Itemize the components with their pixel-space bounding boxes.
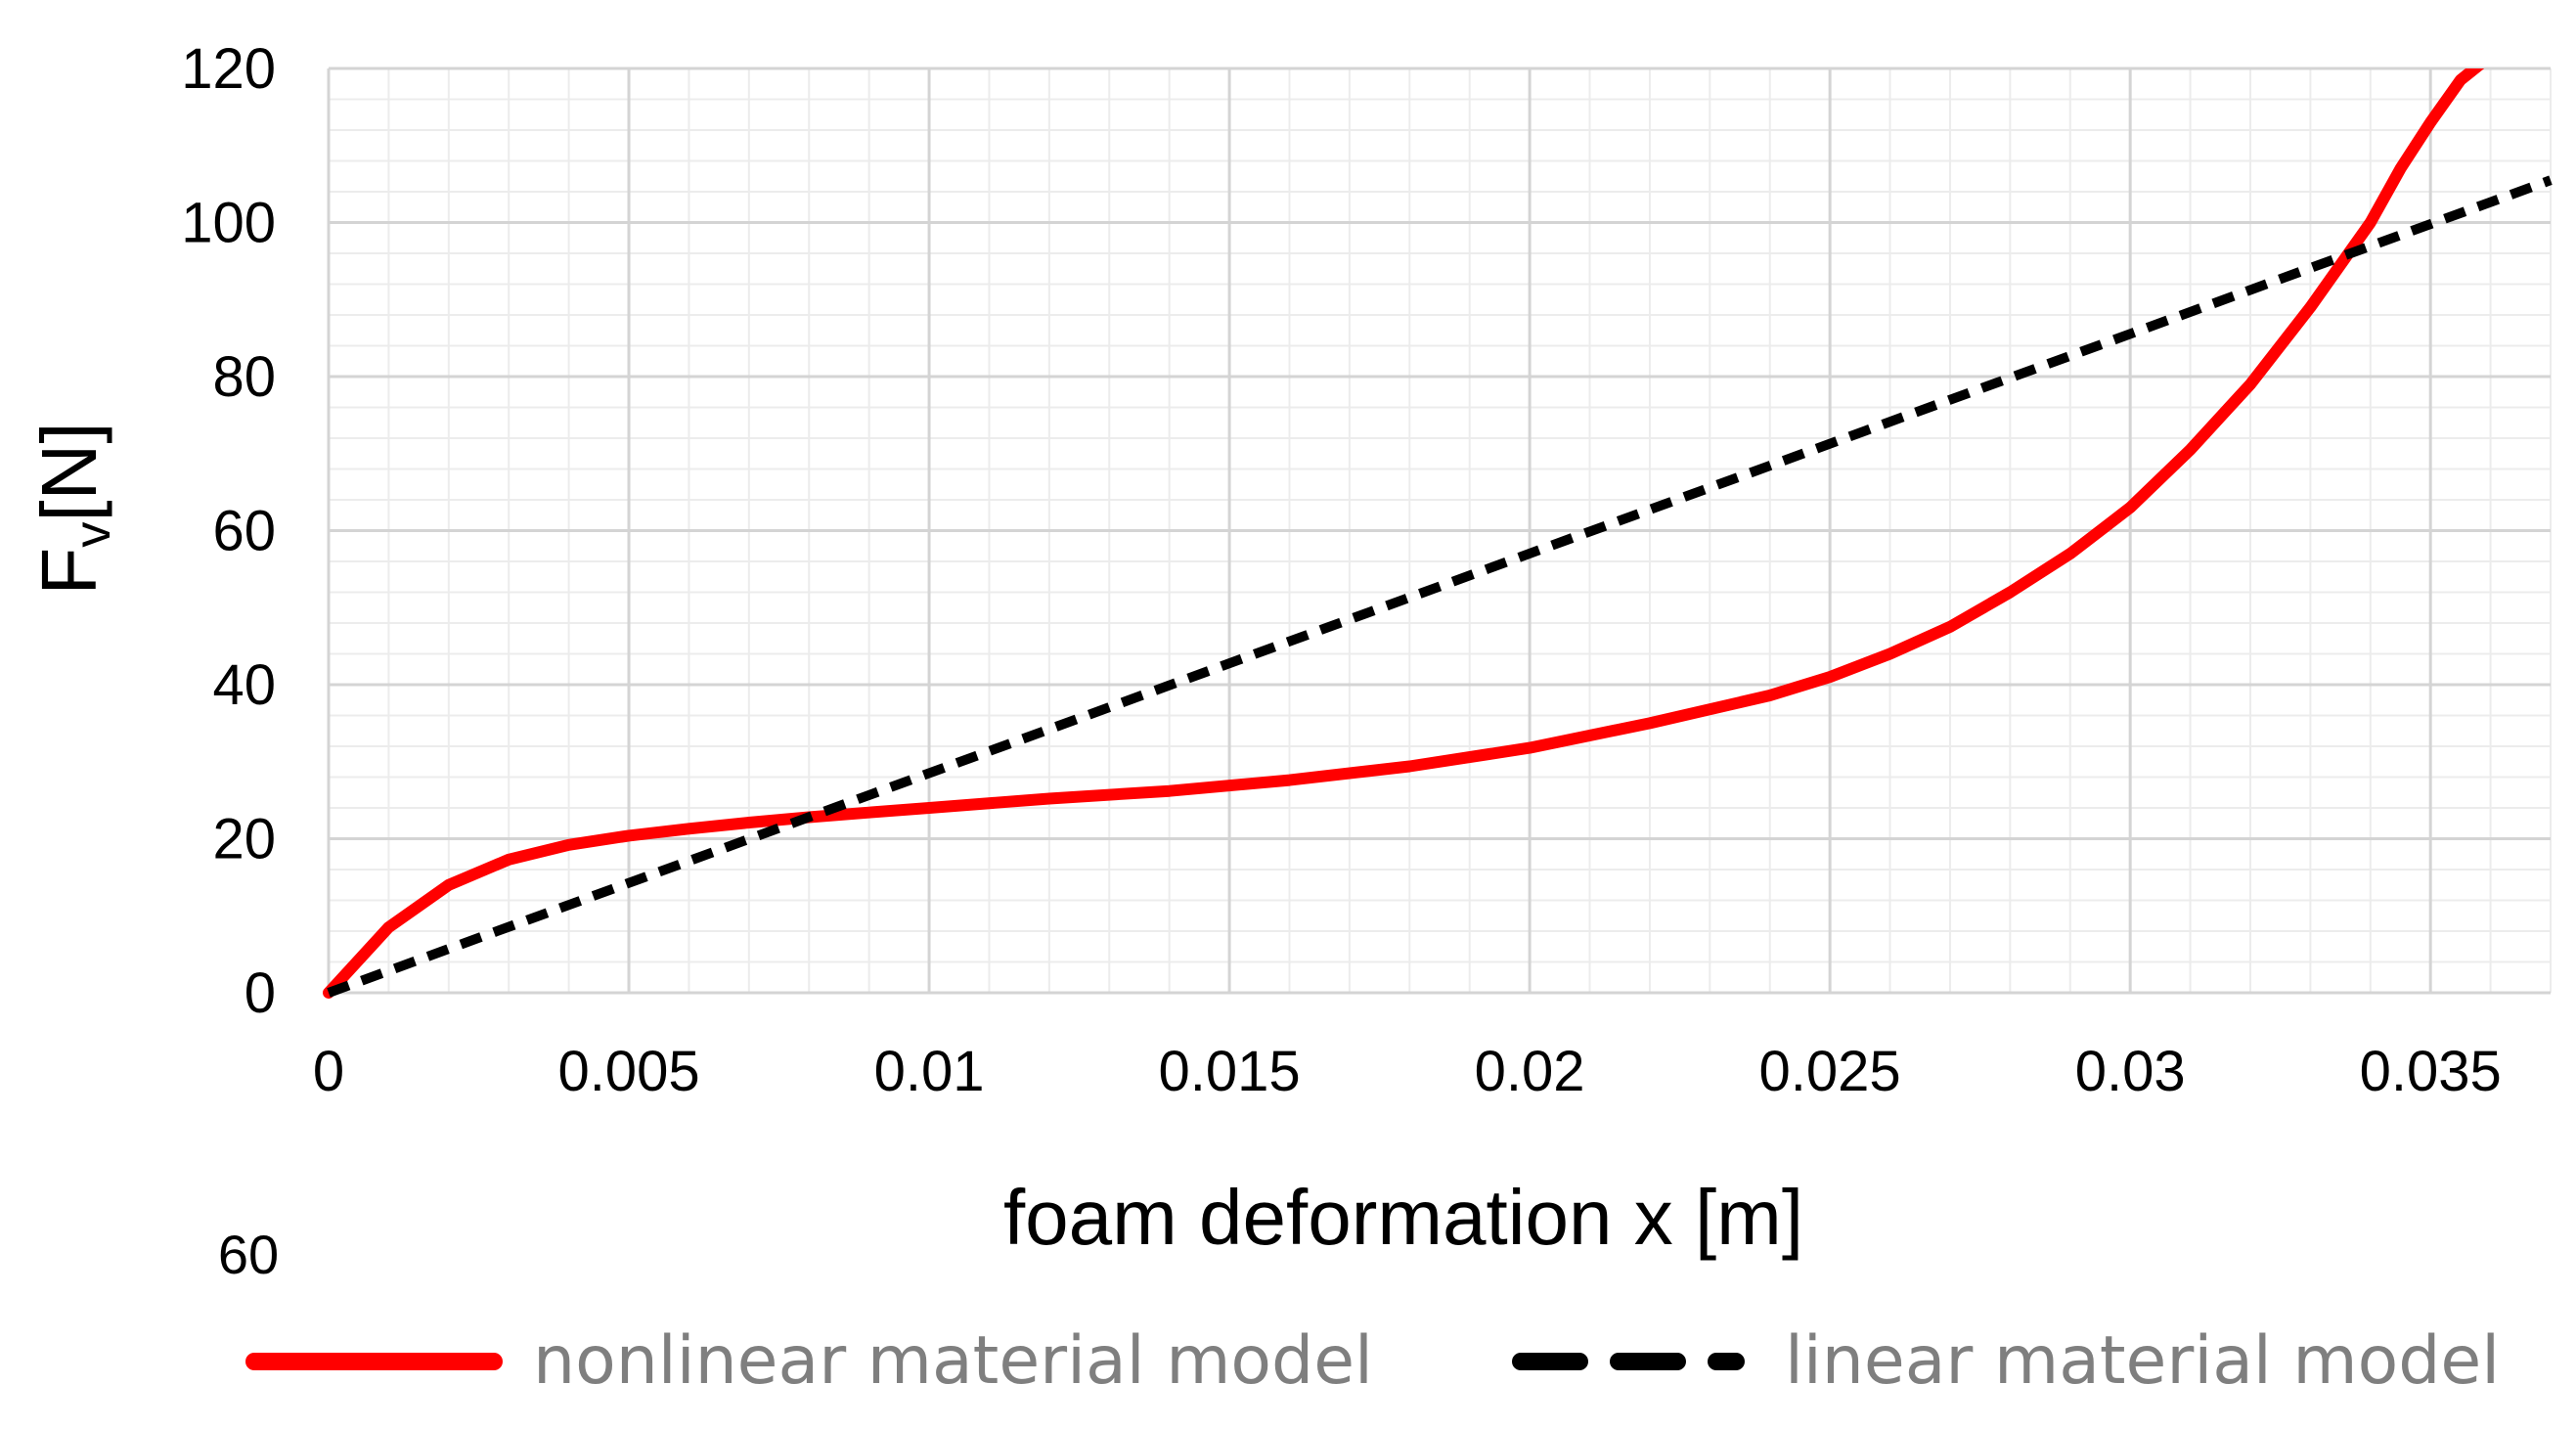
x-tick-labels: 0 0.005 0.01 0.015 0.02 0.025 0.03 0.035 bbox=[313, 1040, 2502, 1103]
y-axis-title: Fv[N] bbox=[25, 422, 121, 595]
series-line-nonlinear bbox=[323, 68, 2485, 999]
y-tick-label: 40 bbox=[212, 653, 276, 717]
x-tick-label: 0.03 bbox=[2075, 1040, 2186, 1103]
y-tick-label: 0 bbox=[244, 961, 276, 1025]
y-tick-label: 60 bbox=[212, 500, 276, 563]
y-axis-subscript: v bbox=[65, 522, 121, 548]
y-axis-unit: [N] bbox=[25, 422, 112, 521]
x-tick-label: 0 bbox=[313, 1040, 344, 1103]
y-tick-label: 20 bbox=[212, 808, 276, 871]
x-tick-label: 0.02 bbox=[1475, 1040, 1585, 1103]
x-tick-label: 0.035 bbox=[2360, 1040, 2502, 1103]
legend-label-linear: linear material model bbox=[1785, 1322, 2500, 1400]
y-tick-label: 100 bbox=[181, 192, 276, 255]
y-tick-labels: 0 20 40 60 80 100 120 bbox=[181, 37, 276, 1025]
y-tick-label: 80 bbox=[212, 345, 276, 409]
plot-series bbox=[323, 68, 2553, 999]
stray-label: 60 bbox=[218, 1224, 279, 1285]
x-axis-title: foam deformation x [m] bbox=[1003, 1174, 1803, 1261]
y-axis-symbol: F bbox=[25, 548, 112, 596]
series-line-linear bbox=[327, 175, 2553, 998]
x-tick-label: 0.025 bbox=[1759, 1040, 1901, 1103]
y-tick-label: 120 bbox=[181, 37, 276, 101]
x-tick-label: 0.01 bbox=[874, 1040, 985, 1103]
x-tick-label: 0.015 bbox=[1159, 1040, 1301, 1103]
legend-label-nonlinear: nonlinear material model bbox=[533, 1322, 1373, 1400]
x-tick-label: 0.005 bbox=[557, 1040, 699, 1103]
legend: nonlinear material model linear material… bbox=[245, 1322, 2500, 1400]
legend-item-nonlinear: nonlinear material model bbox=[245, 1322, 1373, 1400]
major-gridlines bbox=[327, 67, 2551, 995]
legend-item-linear: linear material model bbox=[1512, 1322, 2500, 1400]
